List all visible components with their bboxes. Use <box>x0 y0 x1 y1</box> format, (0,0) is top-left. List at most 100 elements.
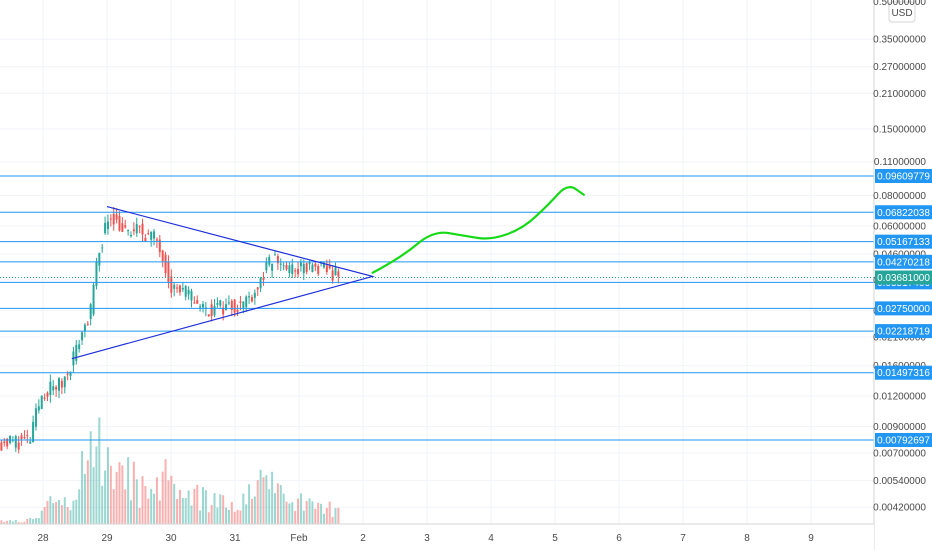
time-tick-label: 2 <box>360 533 366 544</box>
candle-body <box>207 314 210 317</box>
time-tick-label: 9 <box>808 533 814 544</box>
volume-bar <box>49 496 52 524</box>
volume-bar <box>72 500 75 524</box>
time-axis[interactable]: 28 29 30 31 Feb 2 3 4 5 6 7 8 9 <box>0 523 874 550</box>
volume-bar <box>268 489 271 524</box>
time-axis-background <box>0 524 874 550</box>
candle-body <box>161 250 164 262</box>
candle-body <box>331 270 334 281</box>
volume-bar <box>40 510 43 524</box>
volume-bar <box>256 480 259 524</box>
grid <box>0 0 874 524</box>
candle-body <box>308 262 311 265</box>
volume-bar <box>239 510 242 524</box>
volume-bar <box>299 493 302 524</box>
volume-bar <box>150 488 153 524</box>
volume-bar <box>58 499 60 524</box>
volume-bar <box>219 494 222 524</box>
candle-body <box>242 301 245 308</box>
volume-bar <box>207 512 210 524</box>
volume-bar <box>199 510 202 524</box>
level-badge <box>875 324 932 339</box>
candle-body <box>225 304 228 311</box>
level-badge <box>875 205 932 220</box>
candle-body <box>216 303 219 305</box>
volume-bar <box>11 521 14 524</box>
candle-body <box>268 256 271 265</box>
candle-body <box>130 234 132 237</box>
candle-body <box>239 301 242 303</box>
candles <box>0 206 340 454</box>
price-tick-label: 0.27000000 <box>873 62 926 73</box>
candle-body <box>147 233 150 235</box>
candle-body <box>75 344 78 361</box>
level-badge-label: 0.09609779 <box>877 172 930 183</box>
volume-bar <box>242 493 245 524</box>
candle-body <box>46 392 49 397</box>
candle-body <box>104 223 107 234</box>
volume-bar <box>20 522 23 524</box>
volume-bar <box>248 484 251 524</box>
volume-bar <box>138 507 141 524</box>
volume-bar <box>311 501 314 524</box>
level-badge-label: 0.05167133 <box>877 237 930 248</box>
level-badge-label: 0.01497316 <box>877 368 930 379</box>
candle-body <box>187 289 190 295</box>
volume-bar <box>181 497 184 524</box>
candle-body <box>248 296 251 298</box>
candle-body <box>230 300 233 310</box>
volume-bar <box>308 498 311 524</box>
current-price-badge <box>875 270 932 285</box>
volume-bar <box>325 507 328 524</box>
candle-body <box>118 215 121 231</box>
volume-bar <box>184 497 187 524</box>
volume-bar <box>291 502 294 524</box>
volume-bar <box>216 507 219 524</box>
candle-body <box>115 214 118 220</box>
volume-bar <box>337 507 340 524</box>
candle-body <box>78 344 81 350</box>
volume-bar <box>17 522 20 524</box>
volume-bar <box>29 518 32 524</box>
volume-bar <box>52 503 55 524</box>
volume-bar <box>60 505 63 524</box>
price-axis[interactable]: 0.50000000 0.35000000 0.27000000 0.21000000… <box>873 0 932 550</box>
volume-bar <box>132 461 135 524</box>
time-tick-label: Feb <box>290 533 308 544</box>
candle-body <box>40 395 43 409</box>
level-badge-label: 0.06822038 <box>877 208 930 219</box>
projection-arrow <box>371 186 585 274</box>
price-tick-label: 0.08000000 <box>873 191 926 202</box>
volume-bar <box>262 477 265 524</box>
candle-body <box>49 381 52 396</box>
volume-bar <box>66 507 69 524</box>
price-tick-label: 0.00420000 <box>873 503 926 514</box>
volume-bar <box>34 518 37 524</box>
volume-bar <box>294 511 297 524</box>
candle-body <box>337 271 340 277</box>
volume-bar <box>14 519 17 524</box>
candle-body <box>32 421 35 443</box>
volume-bar <box>187 490 190 524</box>
volume-bar <box>144 486 147 524</box>
volume-bar <box>135 479 138 524</box>
volume-bar <box>6 520 9 524</box>
candle-body <box>141 223 144 235</box>
volume-bar <box>109 465 112 524</box>
volume-bar <box>222 495 225 524</box>
candle-body <box>311 264 314 273</box>
candle-body <box>132 229 135 232</box>
level-badge-label: 0.02750000 <box>877 304 930 315</box>
volume-bar <box>265 475 268 524</box>
candle-body <box>256 287 259 290</box>
candle-body <box>55 386 58 390</box>
volume-bar <box>236 509 239 524</box>
candle-body <box>288 265 291 274</box>
volume-bar <box>328 501 331 524</box>
level-badge <box>875 365 932 380</box>
drawings <box>71 186 585 360</box>
volume-bar <box>69 510 72 524</box>
candle-body <box>176 287 179 289</box>
level-badge <box>875 433 932 447</box>
